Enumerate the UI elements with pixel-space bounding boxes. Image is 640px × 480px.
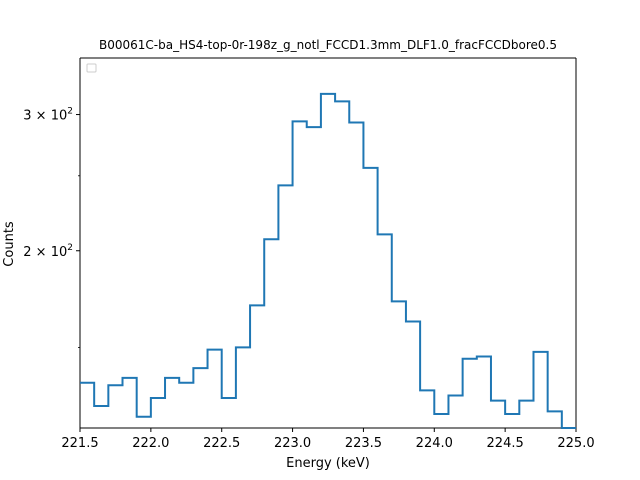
x-axis: 221.5 222.0 222.5 223.0 223.5 224.0 224.5 225.0 [61, 428, 595, 451]
x-tick-label: 225.0 [557, 436, 594, 451]
y-tick-label: 3 × 102 [23, 107, 73, 124]
y-axis: 2 × 102 3 × 102 [23, 107, 80, 348]
x-tick-label: 224.0 [416, 436, 453, 451]
y-tick-label: 2 × 102 [23, 243, 73, 260]
y-axis-label: Counts [2, 221, 17, 267]
histogram-series [80, 92, 576, 429]
chart-title: B00061C-ba_HS4-top-0r-198z_g_notl_FCCD1.… [99, 38, 557, 52]
plot-area [79, 57, 577, 429]
x-tick-label: 224.5 [487, 436, 524, 451]
axes-frame [79, 57, 577, 429]
plot-background [80, 58, 576, 428]
x-tick-label: 222.0 [132, 436, 169, 451]
legend [86, 63, 97, 73]
x-tick-label: 221.5 [61, 436, 98, 451]
x-tick-label: 223.5 [345, 436, 382, 451]
histogram-step-line [80, 92, 576, 429]
x-axis-label: Energy (keV) [286, 456, 370, 471]
x-tick-label: 223.0 [274, 436, 311, 451]
legend-box [86, 63, 97, 73]
x-tick-label: 222.5 [203, 436, 240, 451]
